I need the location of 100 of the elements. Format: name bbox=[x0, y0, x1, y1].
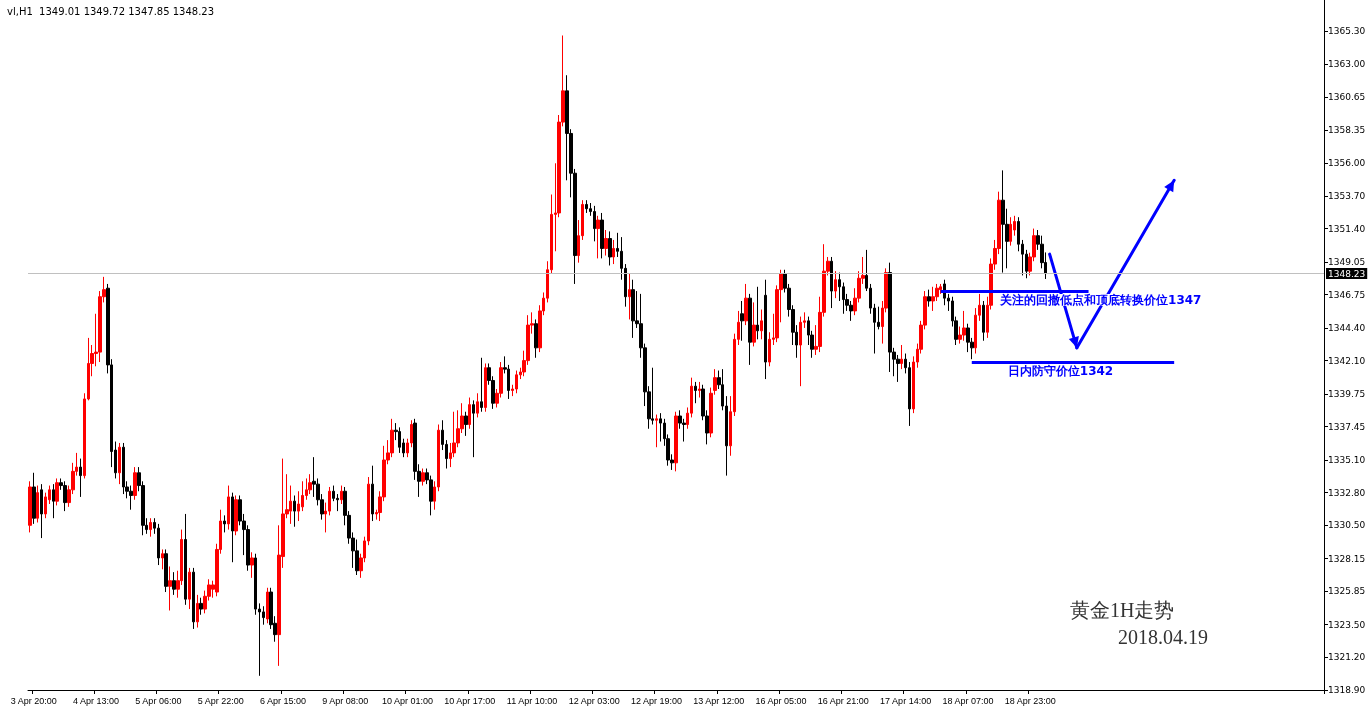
candlestick bbox=[760, 309, 763, 340]
ref-line-label: 日内防守价位1342 bbox=[1007, 364, 1114, 379]
candlestick bbox=[748, 293, 752, 366]
y-tick-label: 1360.65 bbox=[1328, 92, 1366, 103]
candlestick bbox=[231, 492, 234, 563]
candlestick bbox=[1001, 169, 1005, 274]
x-tick-label: 12 Apr 19:00 bbox=[631, 695, 683, 706]
candlestick bbox=[962, 310, 966, 342]
candlestick bbox=[799, 316, 802, 387]
y-tick-label: 1339.75 bbox=[1328, 388, 1366, 399]
candlestick bbox=[752, 301, 756, 347]
y-tick-label: 1363.00 bbox=[1328, 58, 1366, 69]
candlestick bbox=[55, 477, 59, 506]
candlestick bbox=[740, 300, 744, 342]
y-tick-label: 1330.50 bbox=[1328, 520, 1366, 531]
candlestick bbox=[149, 517, 152, 538]
candlestick bbox=[585, 199, 588, 214]
candlestick bbox=[659, 412, 662, 443]
x-tick-label: 9 Apr 08:00 bbox=[322, 695, 369, 706]
annotation: 黄金1H走势 bbox=[1070, 599, 1175, 621]
candlestick bbox=[931, 286, 935, 312]
candlestick bbox=[340, 485, 343, 505]
y-tick-label: 1321.20 bbox=[1328, 652, 1366, 663]
candlestick bbox=[982, 300, 985, 342]
candlestick bbox=[192, 567, 195, 630]
candlestick bbox=[756, 286, 759, 340]
x-tick-label: 4 Apr 13:00 bbox=[73, 695, 120, 706]
annotation: 2018.04.19 bbox=[1118, 626, 1208, 648]
ref-line-label: 1348.23 bbox=[1328, 268, 1366, 279]
candlestick bbox=[468, 397, 471, 430]
y-tick-label: 1353.70 bbox=[1328, 190, 1366, 201]
candlestick bbox=[199, 597, 203, 616]
y-tick-label: 1323.50 bbox=[1328, 619, 1366, 630]
candlestick bbox=[164, 548, 168, 593]
candlestick bbox=[900, 344, 903, 370]
y-tick-label: 1335.10 bbox=[1328, 455, 1366, 465]
candlestick bbox=[830, 256, 833, 309]
y-tick-label: 1332.80 bbox=[1328, 487, 1366, 498]
candlestick bbox=[293, 494, 296, 528]
candlestick bbox=[371, 465, 374, 522]
candlestick bbox=[161, 548, 164, 570]
y-tick-label: 1358.35 bbox=[1328, 124, 1366, 135]
candlestick bbox=[604, 229, 608, 257]
candlestick bbox=[32, 472, 36, 525]
candlestick bbox=[698, 381, 701, 399]
candlestick bbox=[480, 357, 483, 413]
candlestick bbox=[600, 212, 604, 259]
x-tick-label: 16 Apr 05:00 bbox=[755, 695, 807, 706]
candlestick bbox=[52, 483, 55, 519]
candlestick bbox=[694, 381, 697, 404]
candlestick bbox=[464, 411, 468, 437]
candlestick bbox=[515, 370, 518, 394]
x-tick-label: 18 Apr 07:00 bbox=[942, 695, 994, 706]
y-tick-label: 1356.00 bbox=[1328, 158, 1366, 169]
candlestick bbox=[227, 485, 230, 531]
candlestick bbox=[421, 468, 425, 487]
candlestick bbox=[188, 567, 191, 610]
candlestick bbox=[764, 279, 767, 380]
x-tick-label: 13 Apr 12:00 bbox=[693, 695, 745, 706]
candlestick bbox=[472, 399, 475, 458]
candlestick bbox=[628, 273, 631, 320]
y-tick-label: 1365.30 bbox=[1328, 26, 1366, 37]
candlestick bbox=[484, 362, 487, 413]
candlestick bbox=[744, 283, 748, 326]
candlestick bbox=[36, 485, 39, 523]
candlestick bbox=[118, 442, 121, 485]
y-tick-label: 1328.15 bbox=[1328, 553, 1366, 564]
y-tick-label: 1351.40 bbox=[1328, 223, 1366, 234]
y-tick-label: 1318.90 bbox=[1328, 685, 1366, 695]
candlestick bbox=[63, 480, 67, 512]
candlestick bbox=[612, 239, 615, 265]
candlestick bbox=[1009, 216, 1012, 247]
candlestick bbox=[674, 411, 678, 472]
x-tick-label: 10 Apr 17:00 bbox=[444, 695, 496, 706]
candlestick bbox=[888, 262, 892, 373]
y-tick-label: 1342.10 bbox=[1328, 355, 1366, 366]
x-tick-label: 5 Apr 22:00 bbox=[197, 695, 244, 706]
candlestick bbox=[28, 480, 32, 533]
candlestick bbox=[250, 551, 254, 579]
x-tick-label: 12 Apr 03:00 bbox=[568, 695, 620, 706]
candlestick bbox=[79, 458, 82, 498]
candlestick bbox=[608, 230, 612, 266]
candlestick bbox=[398, 426, 401, 454]
text: vl,H1 1349.01 1349.72 1347.85 1348.23 bbox=[7, 5, 215, 17]
x-tick-label: 10 Apr 01:00 bbox=[381, 695, 433, 706]
x-tick-label: 16 Apr 21:00 bbox=[817, 695, 869, 706]
candlestick bbox=[655, 414, 658, 448]
candlestick bbox=[834, 270, 837, 299]
y-tick-label: 1325.85 bbox=[1328, 586, 1366, 597]
x-tick-label: 5 Apr 06:00 bbox=[135, 695, 182, 706]
y-tick-label: 1346.75 bbox=[1328, 289, 1366, 300]
x-tick-label: 11 Apr 10:00 bbox=[506, 695, 558, 706]
x-tick-label: 6 Apr 15:00 bbox=[259, 695, 306, 706]
candlestick bbox=[168, 565, 172, 611]
candlestick bbox=[596, 215, 600, 259]
candlestick bbox=[129, 485, 133, 511]
candlestick bbox=[266, 587, 269, 624]
candlestick bbox=[593, 205, 596, 242]
candlestick bbox=[172, 571, 176, 596]
candlestick bbox=[40, 483, 43, 539]
